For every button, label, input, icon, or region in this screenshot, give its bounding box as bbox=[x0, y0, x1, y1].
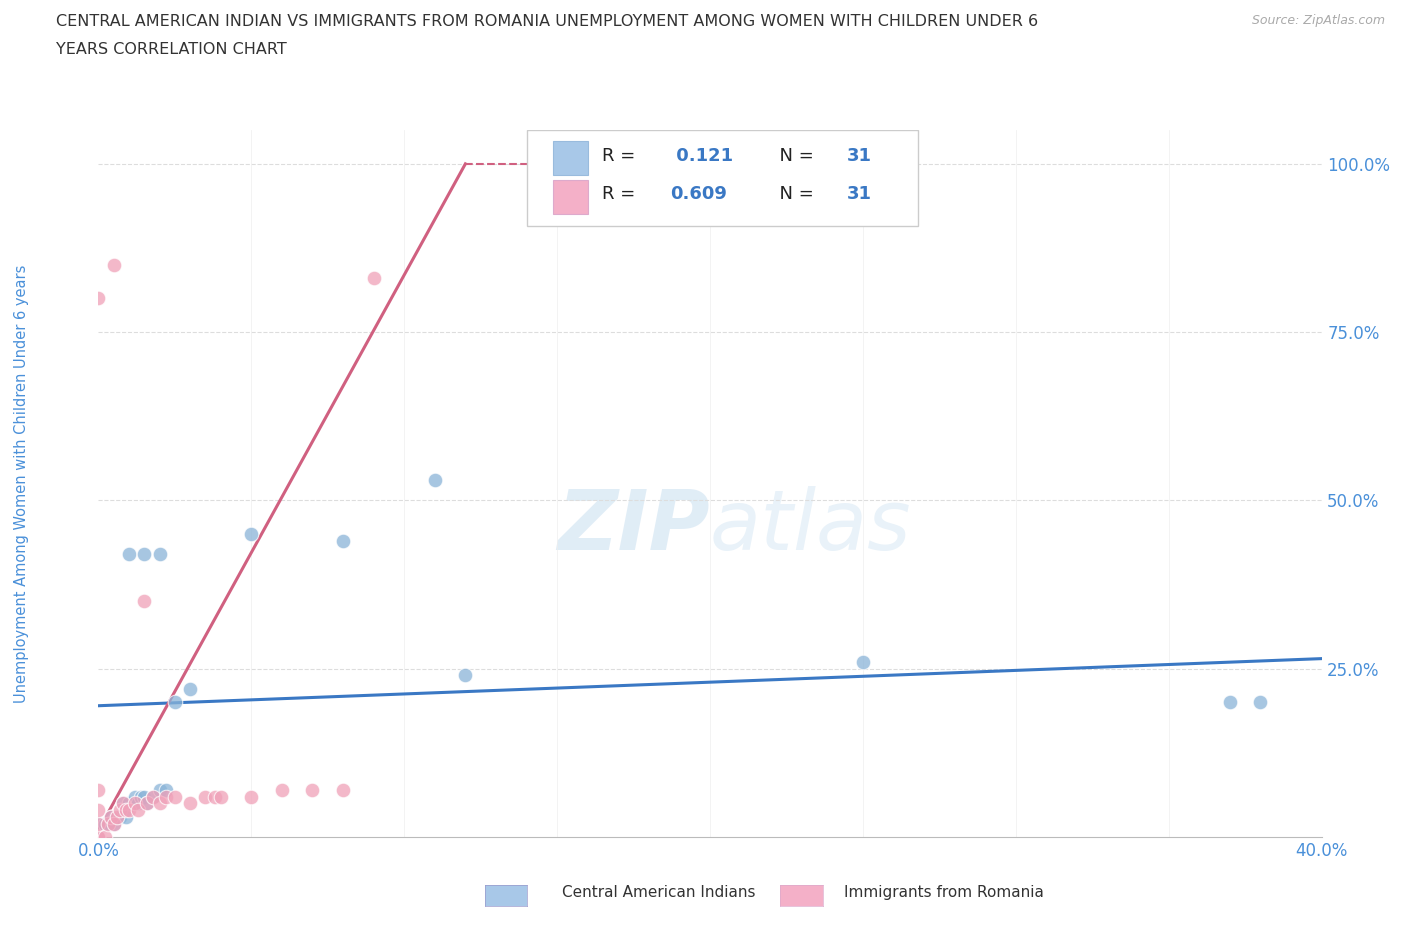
Text: N =: N = bbox=[768, 185, 820, 203]
Text: 0.609: 0.609 bbox=[669, 185, 727, 203]
Point bbox=[136, 796, 159, 811]
Text: 0.121: 0.121 bbox=[669, 147, 733, 165]
Point bbox=[87, 830, 110, 844]
Point bbox=[423, 472, 446, 487]
Point bbox=[332, 534, 354, 549]
Point bbox=[270, 782, 292, 797]
Point bbox=[240, 526, 263, 541]
Point bbox=[93, 817, 115, 831]
Text: Unemployment Among Women with Children Under 6 years: Unemployment Among Women with Children U… bbox=[14, 264, 28, 703]
Point bbox=[454, 668, 477, 683]
Point bbox=[852, 655, 875, 670]
Point bbox=[87, 830, 110, 844]
Point bbox=[87, 817, 110, 831]
Point bbox=[134, 547, 156, 562]
Text: 31: 31 bbox=[846, 185, 872, 203]
Point bbox=[108, 809, 131, 824]
Point bbox=[115, 803, 138, 817]
Point bbox=[363, 271, 385, 286]
Point bbox=[87, 291, 110, 306]
Point bbox=[155, 782, 177, 797]
Text: N =: N = bbox=[768, 147, 820, 165]
Point bbox=[87, 817, 110, 831]
Point bbox=[179, 796, 201, 811]
Point bbox=[111, 796, 134, 811]
Point bbox=[100, 809, 122, 824]
Point bbox=[155, 790, 177, 804]
FancyBboxPatch shape bbox=[554, 140, 588, 175]
Point bbox=[149, 547, 172, 562]
Point bbox=[115, 809, 138, 824]
Point bbox=[124, 790, 146, 804]
Point bbox=[129, 790, 152, 804]
Point bbox=[93, 830, 115, 844]
Point bbox=[332, 782, 354, 797]
Point bbox=[149, 796, 172, 811]
FancyBboxPatch shape bbox=[554, 179, 588, 214]
Point bbox=[103, 817, 125, 831]
Point bbox=[134, 594, 156, 609]
Text: Source: ZipAtlas.com: Source: ZipAtlas.com bbox=[1251, 14, 1385, 27]
Point bbox=[163, 790, 186, 804]
Point bbox=[149, 782, 172, 797]
Point bbox=[142, 790, 165, 804]
Point bbox=[179, 682, 201, 697]
Point bbox=[163, 695, 186, 710]
Point bbox=[118, 796, 141, 811]
Point bbox=[105, 809, 128, 824]
Point bbox=[105, 809, 128, 824]
Text: atlas: atlas bbox=[710, 485, 911, 566]
Point bbox=[209, 790, 232, 804]
Text: R =: R = bbox=[602, 185, 641, 203]
Point bbox=[118, 803, 141, 817]
Point bbox=[301, 782, 323, 797]
Point bbox=[118, 547, 141, 562]
Point bbox=[204, 790, 226, 804]
Text: Immigrants from Romania: Immigrants from Romania bbox=[844, 885, 1043, 900]
Point bbox=[1219, 695, 1241, 710]
Point bbox=[108, 803, 131, 817]
Point bbox=[87, 830, 110, 844]
Point bbox=[1249, 695, 1271, 710]
Text: YEARS CORRELATION CHART: YEARS CORRELATION CHART bbox=[56, 42, 287, 57]
Point bbox=[97, 817, 120, 831]
Text: 31: 31 bbox=[846, 147, 872, 165]
Point bbox=[124, 796, 146, 811]
Point bbox=[127, 796, 149, 811]
Point bbox=[240, 790, 263, 804]
Text: ZIP: ZIP bbox=[557, 485, 710, 566]
Point bbox=[134, 790, 156, 804]
Text: CENTRAL AMERICAN INDIAN VS IMMIGRANTS FROM ROMANIA UNEMPLOYMENT AMONG WOMEN WITH: CENTRAL AMERICAN INDIAN VS IMMIGRANTS FR… bbox=[56, 14, 1039, 29]
Point bbox=[103, 817, 125, 831]
Point bbox=[142, 790, 165, 804]
Point bbox=[100, 809, 122, 824]
Point bbox=[127, 803, 149, 817]
Point bbox=[97, 817, 120, 831]
Point bbox=[194, 790, 217, 804]
Point bbox=[87, 803, 110, 817]
Text: R =: R = bbox=[602, 147, 641, 165]
Point bbox=[103, 258, 125, 272]
Text: Central American Indians: Central American Indians bbox=[562, 885, 756, 900]
Point bbox=[136, 796, 159, 811]
Point bbox=[87, 782, 110, 797]
FancyBboxPatch shape bbox=[526, 130, 918, 226]
Point bbox=[111, 796, 134, 811]
